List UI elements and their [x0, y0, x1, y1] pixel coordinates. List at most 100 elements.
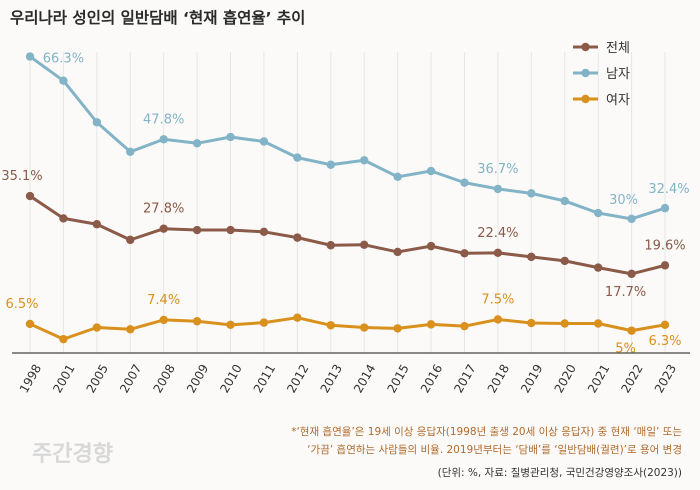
- data-point: [126, 325, 135, 334]
- series-line-남자: [28, 55, 667, 221]
- data-point: [326, 321, 335, 330]
- data-point: [159, 135, 168, 144]
- legend-label: 남자: [606, 67, 630, 82]
- x-tick-label: 2021: [585, 362, 612, 395]
- data-label: 22.4%: [477, 226, 518, 241]
- x-tick-label: 2022: [618, 362, 645, 395]
- data-point: [627, 326, 636, 335]
- data-point: [59, 76, 68, 85]
- legend-label: 전체: [606, 41, 630, 56]
- data-point: [293, 313, 302, 322]
- data-point: [460, 321, 469, 331]
- data-point: [527, 318, 536, 328]
- data-label: 5%: [615, 342, 636, 357]
- data-point: [226, 225, 235, 235]
- data-point: [493, 248, 503, 258]
- data-point: [660, 320, 670, 330]
- data-point: [593, 263, 603, 272]
- data-point: [493, 184, 503, 194]
- x-tick-label: 1998: [17, 362, 44, 395]
- legend-label: 여자: [606, 93, 630, 108]
- x-tick-label: 2009: [184, 362, 211, 395]
- data-point: [426, 320, 436, 329]
- data-label: 47.8%: [143, 112, 184, 127]
- x-tick-label: 2012: [284, 362, 311, 395]
- data-label: 30%: [609, 193, 638, 208]
- data-point: [293, 153, 302, 162]
- source-note: (단위: %, 자료: 질병관리청, 국민건강영양조사(2023)): [437, 467, 682, 479]
- data-point: [192, 225, 202, 235]
- x-tick-label: 2018: [485, 362, 512, 395]
- watermark-logo: 주간경향: [32, 442, 113, 467]
- data-point: [593, 319, 603, 328]
- data-label: 7.4%: [147, 293, 180, 308]
- data-point: [360, 323, 369, 332]
- data-point: [259, 227, 269, 237]
- data-point: [426, 166, 436, 176]
- data-point: [527, 252, 536, 262]
- data-label: 66.3%: [43, 52, 84, 67]
- data-point: [59, 334, 68, 344]
- x-tick-label: 2007: [117, 362, 144, 395]
- data-point: [527, 189, 536, 198]
- data-point: [360, 156, 369, 165]
- data-point: [660, 261, 670, 270]
- data-point: [126, 147, 135, 156]
- data-point: [59, 214, 68, 223]
- data-point: [226, 132, 235, 142]
- x-tick-label: 2001: [50, 362, 77, 395]
- data-label: 6.5%: [5, 297, 38, 312]
- footnote-line-2: ‘가끔’ 흡연하는 사람들의 비율. 2019년부터는 ‘담배’를 ‘일반담배(…: [307, 444, 682, 456]
- data-point: [192, 317, 202, 326]
- chart-title: 우리나라 성인의 일반담배 ‘현재 흡연율’ 추이: [10, 9, 306, 27]
- data-label: 19.6%: [644, 238, 685, 253]
- data-label: 7.5%: [481, 292, 514, 307]
- data-label: 17.7%: [605, 285, 646, 300]
- data-point: [627, 269, 636, 279]
- data-label: 27.8%: [143, 202, 184, 217]
- data-point: [460, 178, 469, 187]
- data-point: [92, 220, 102, 229]
- data-point: [226, 320, 235, 330]
- data-point: [25, 191, 35, 201]
- x-tick-label: 2014: [351, 362, 378, 395]
- data-point: [560, 196, 569, 206]
- data-point: [460, 249, 469, 258]
- data-point: [493, 315, 503, 324]
- x-tick-label: 2015: [384, 362, 411, 395]
- data-point: [326, 241, 335, 250]
- data-point: [159, 224, 168, 233]
- data-point: [393, 247, 402, 257]
- legend-swatch-dot: [581, 94, 590, 104]
- x-tick-label: 2023: [652, 362, 679, 395]
- footnote-line-1: *‘현재 흡연율’은 19세 이상 응답자(1998년 출생 20세 이상 응답…: [291, 426, 682, 438]
- x-tick-label: 2011: [251, 362, 278, 395]
- x-tick-label: 2016: [418, 362, 445, 395]
- data-label: 35.1%: [1, 169, 42, 184]
- data-point: [393, 172, 402, 182]
- data-point: [25, 52, 35, 61]
- legend-swatch-dot: [581, 42, 590, 52]
- data-label: 36.7%: [477, 162, 518, 177]
- data-point: [426, 241, 436, 251]
- data-point: [326, 160, 335, 169]
- data-point: [259, 137, 269, 146]
- data-point: [159, 315, 168, 325]
- x-tick-label: 2010: [217, 362, 244, 395]
- data-point: [293, 233, 302, 242]
- legend-swatch-dot: [581, 68, 590, 78]
- data-point: [627, 214, 636, 224]
- data-point: [393, 324, 402, 333]
- series-line-여자: [28, 316, 667, 341]
- data-point: [593, 208, 603, 218]
- data-point: [92, 323, 102, 332]
- data-point: [259, 318, 269, 327]
- data-point: [92, 118, 102, 127]
- x-tick-label: 2017: [451, 362, 478, 395]
- data-label: 32.4%: [648, 182, 689, 197]
- data-point: [660, 203, 670, 213]
- x-tick-label: 2020: [552, 362, 579, 395]
- data-label: 6.3%: [648, 334, 681, 349]
- x-tick-label: 2005: [84, 362, 111, 395]
